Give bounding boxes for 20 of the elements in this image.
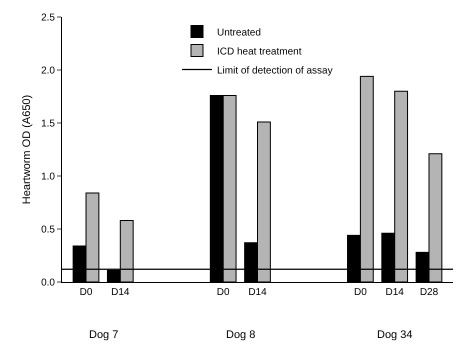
legend-label: ICD heat treatment	[217, 46, 302, 58]
x-tick-label: D0	[354, 287, 368, 298]
y-tick-label: 0.5	[41, 224, 56, 236]
text: Dog 8	[226, 329, 256, 341]
legend-label: Untreated	[217, 27, 261, 38]
y-tick-label: 1.5	[41, 118, 56, 130]
text: Dog 34	[377, 329, 412, 341]
legend-label: Limit of detection of assay	[217, 65, 333, 76]
y-tick-label: 1.0	[41, 172, 56, 182]
x-tick-label: D14	[248, 287, 268, 298]
y-tick-label: 2.0	[41, 66, 56, 76]
x-tick-label: D14	[111, 287, 130, 298]
x-tick-label: D0	[216, 287, 230, 298]
x-tick-label: D28	[420, 287, 439, 298]
y-tick-label: 0.0	[41, 278, 56, 288]
y-axis-title: Heartworm OD (A650)	[21, 94, 33, 204]
x-tick-label: D14	[386, 287, 404, 298]
text: Dog 7	[89, 329, 118, 341]
y-tick-label: 2.5	[41, 12, 56, 24]
x-tick-label: D0	[80, 287, 93, 298]
